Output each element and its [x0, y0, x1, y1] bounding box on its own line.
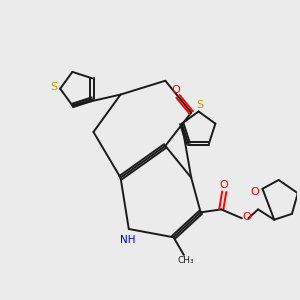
Text: O: O [243, 212, 251, 222]
Text: O: O [251, 187, 260, 197]
Text: S: S [50, 82, 57, 92]
Text: CH₃: CH₃ [178, 256, 194, 265]
Text: O: O [171, 85, 180, 95]
Text: S: S [196, 100, 203, 110]
Text: NH: NH [120, 235, 135, 245]
Text: O: O [220, 180, 229, 190]
